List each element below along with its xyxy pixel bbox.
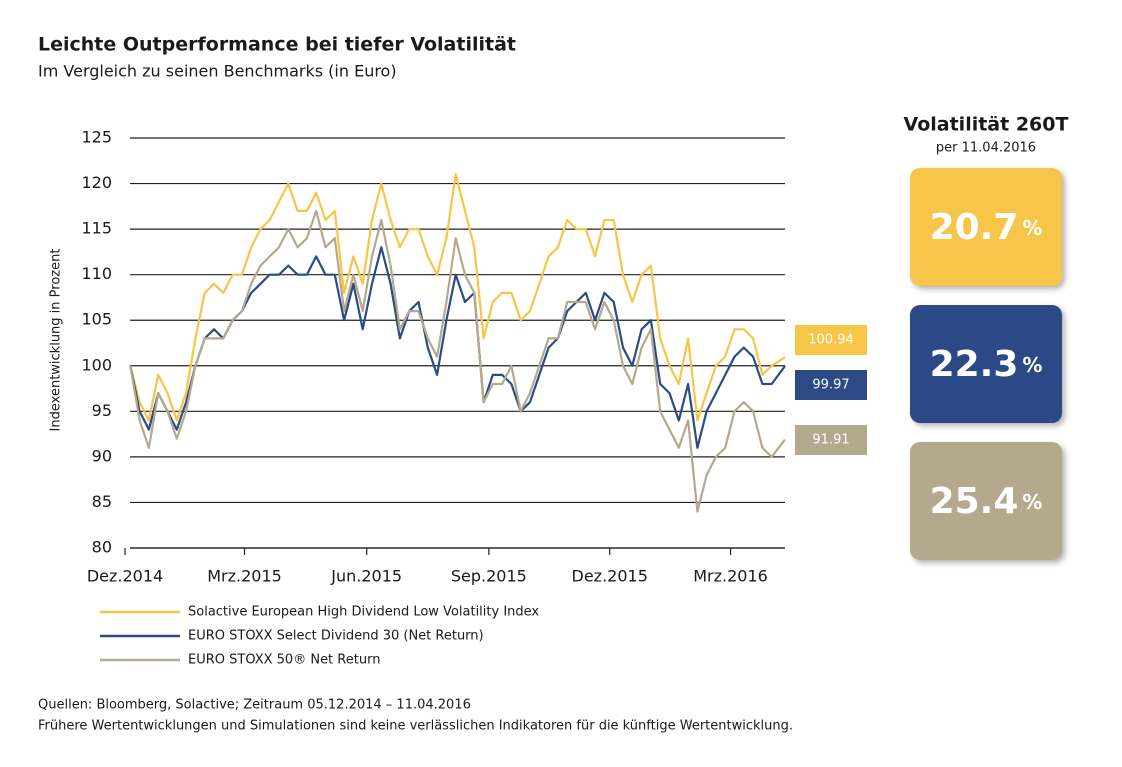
y-tick-label: 125	[81, 128, 112, 147]
title: Leichte Outperformance bei tiefer Volati…	[38, 34, 516, 56]
volatility-number: 20.7	[930, 207, 1019, 248]
volatility-value: 22.3%	[930, 344, 1043, 385]
end-label-box	[795, 370, 867, 400]
x-tick-label: Sep.2015	[451, 567, 527, 586]
end-label-box	[795, 325, 867, 355]
volatility-box	[910, 168, 1062, 286]
x-tick-label: Dez.2015	[572, 567, 648, 586]
y-tick-label: 95	[92, 401, 112, 420]
y-tick-label: 105	[81, 310, 112, 329]
legend-label: EURO STOXX 50® Net Return	[188, 653, 380, 668]
volatility-value: 25.4%	[930, 481, 1043, 522]
series-line	[129, 209, 786, 513]
volatility-unit: %	[1022, 216, 1042, 240]
volatility-subtitle: per 11.04.2016	[936, 141, 1036, 156]
y-tick-label: 110	[81, 264, 112, 283]
y-tick-label: 90	[92, 446, 112, 465]
volatility-title: Volatilität 260T	[904, 114, 1069, 136]
y-axis-label: Indexentwicklung in Prozent	[49, 249, 64, 432]
y-tick-label: 100	[81, 355, 112, 374]
legend-label: Solactive European High Dividend Low Vol…	[188, 605, 539, 620]
y-tick-label: 80	[92, 538, 112, 557]
x-tick-label: Jun.2015	[330, 567, 402, 586]
volatility-unit: %	[1022, 353, 1042, 377]
end-label: 91.91	[812, 433, 849, 448]
y-tick-label: 120	[81, 173, 112, 192]
x-tick-label: Dez.2014	[87, 567, 163, 586]
volatility-box	[910, 305, 1062, 423]
volatility-value: 20.7%	[930, 207, 1043, 248]
footnote: Quellen: Bloomberg, Solactive; Zeitraum …	[38, 698, 471, 713]
volatility-box	[910, 442, 1062, 560]
end-label: 100.94	[808, 333, 854, 348]
y-tick-label: 85	[92, 492, 112, 511]
volatility-unit: %	[1022, 490, 1042, 514]
volatility-number: 22.3	[930, 344, 1019, 385]
volatility-number: 25.4	[930, 481, 1019, 522]
end-label: 99.97	[812, 378, 849, 393]
x-tick-label: Mrz.2015	[207, 567, 282, 586]
end-label-box	[795, 425, 867, 455]
series-line	[129, 173, 786, 422]
y-tick-label: 115	[81, 219, 112, 238]
footnote: Frühere Wertentwicklungen und Simulation…	[38, 719, 793, 734]
legend-label: EURO STOXX Select Dividend 30 (Net Retur…	[188, 629, 484, 644]
subtitle: Im Vergleich zu seinen Benchmarks (in Eu…	[38, 62, 397, 81]
x-tick-label: Mrz.2016	[693, 567, 768, 586]
